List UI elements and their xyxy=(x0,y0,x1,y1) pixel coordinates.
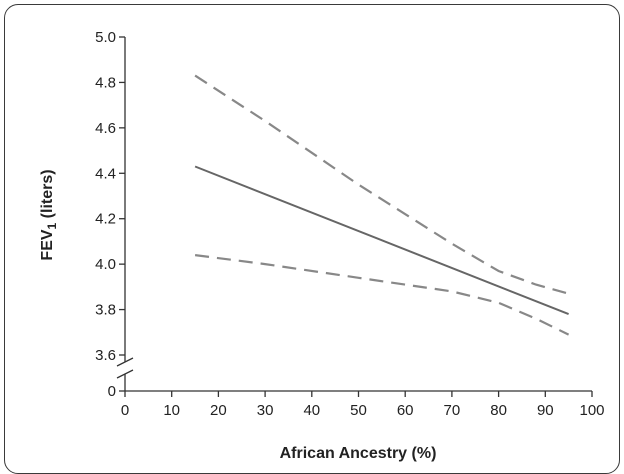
series-group xyxy=(194,74,570,336)
y-axis-title: FEV1 (liters) xyxy=(39,169,59,260)
y-axis-title-subscript: 1 xyxy=(45,222,59,229)
y-tick-label: 5.0 xyxy=(95,29,116,46)
axis-break-mark-bottom xyxy=(116,369,134,379)
x-tick-label: 70 xyxy=(444,402,461,419)
x-tick-label: 50 xyxy=(350,402,367,419)
y-tick-label: 3.8 xyxy=(95,302,116,319)
axis-break-mark-top xyxy=(116,357,134,367)
x-tick-label: 40 xyxy=(303,402,320,419)
y-tick-label: 4.4 xyxy=(95,165,116,182)
y-tick-label: 3.6 xyxy=(95,347,116,364)
y-tick-label: 4.0 xyxy=(95,256,116,273)
y-axis-title-unit: (liters) xyxy=(39,169,56,222)
x-axis-title: African Ancestry (%) xyxy=(280,445,437,462)
y-tick-label: 4.8 xyxy=(95,74,116,91)
estimate-line xyxy=(194,165,569,316)
x-tick-label: 90 xyxy=(537,402,554,419)
y-tick-label: 0 xyxy=(108,383,116,400)
x-tick-label: 60 xyxy=(397,402,414,419)
y-tick-label: 4.2 xyxy=(95,211,116,228)
x-tick-label: 100 xyxy=(579,402,604,419)
y-axis-title-main: FEV xyxy=(39,229,56,260)
lower-ci-line xyxy=(194,254,570,336)
x-tick-label: 30 xyxy=(257,402,274,419)
x-tick-label: 20 xyxy=(210,402,227,419)
upper-ci-line xyxy=(194,74,569,295)
x-tick-label: 80 xyxy=(490,402,507,419)
y-tick-label: 4.6 xyxy=(95,120,116,137)
axes: 0 3.6 3.8 4.0 4.2 4.4 4.6 4.8 5.0 0 10 20 30 40 50 60 70… xyxy=(95,29,604,419)
x-tick-label: 10 xyxy=(163,402,180,419)
x-tick-label: 0 xyxy=(121,402,129,419)
